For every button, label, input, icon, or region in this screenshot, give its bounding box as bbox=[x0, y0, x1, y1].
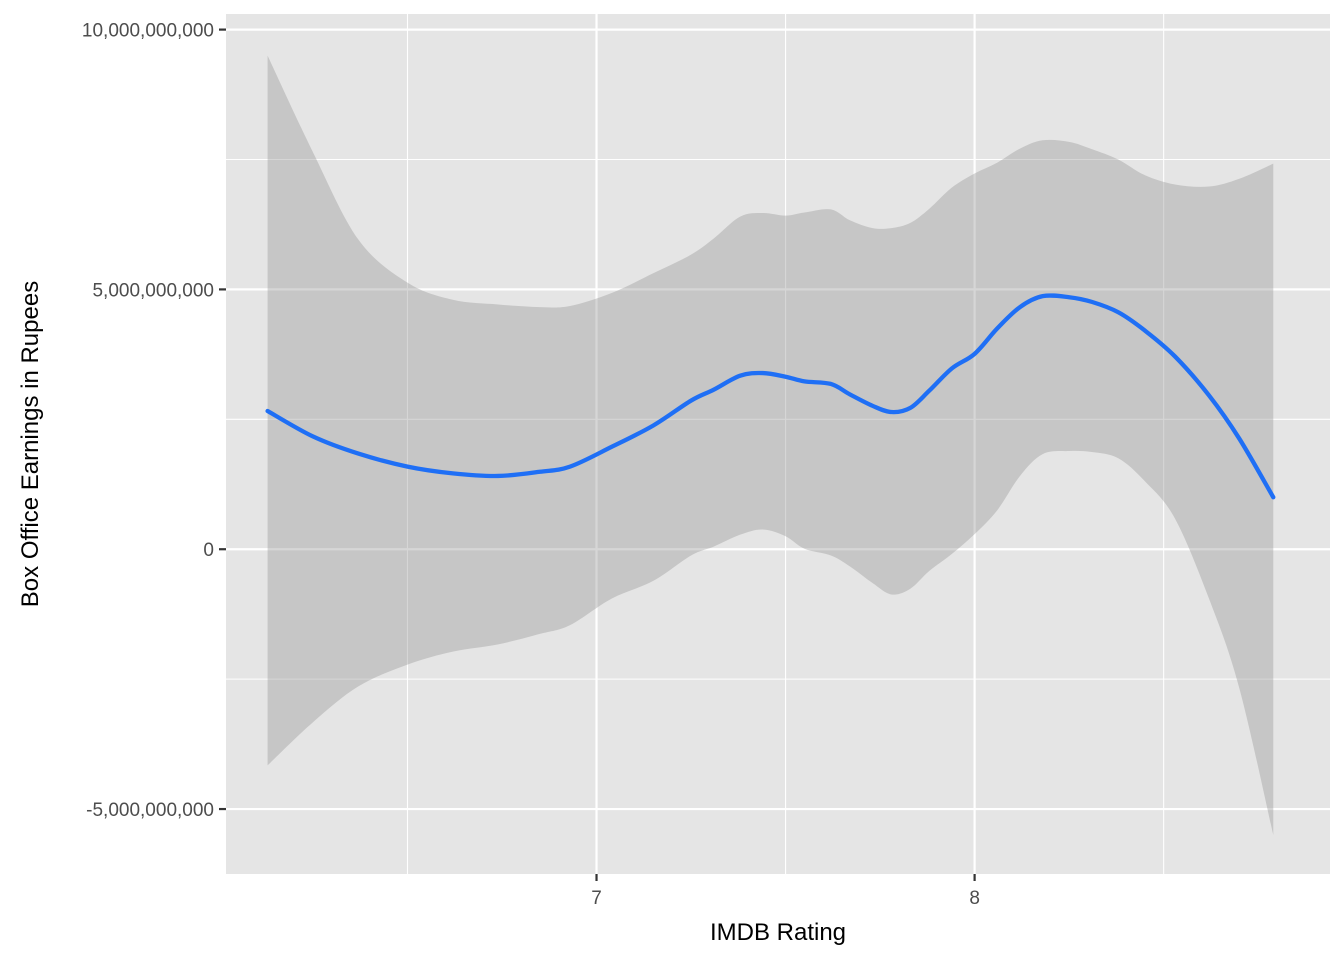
minor-gridlines bbox=[226, 14, 1330, 874]
confidence-ribbon bbox=[267, 55, 1274, 836]
x-tick-label: 8 bbox=[969, 888, 980, 909]
y-axis-title: Box Office Earnings in Rupees bbox=[17, 281, 44, 607]
y-tick-label: 10,000,000,000 bbox=[82, 21, 214, 42]
y-tick-label: -5,000,000,000 bbox=[86, 800, 214, 821]
major-gridlines bbox=[226, 14, 1330, 874]
x-axis-title: IMDB Rating bbox=[710, 919, 846, 946]
y-tick-label: 5,000,000,000 bbox=[92, 280, 214, 301]
x-tick-label: 7 bbox=[591, 888, 602, 909]
panel-background bbox=[226, 14, 1330, 874]
y-axis: 10,000,000,000 5,000,000,000 0 -5,000,000,0… bbox=[82, 21, 226, 821]
smooth-line bbox=[265, 293, 1276, 500]
y-tick-label: 0 bbox=[203, 540, 214, 561]
